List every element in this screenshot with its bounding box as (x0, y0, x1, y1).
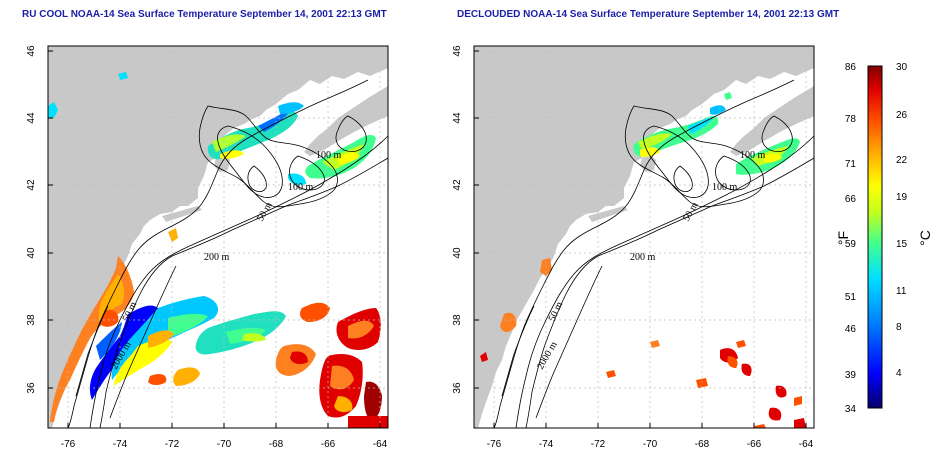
left-x-tick: -68 (269, 439, 284, 450)
colorbar-f-label: 46 (845, 324, 857, 335)
left-contour-label-200m: 200 m (204, 252, 230, 263)
right-y-tick: 42 (452, 179, 463, 191)
right-map-panel: 100 m 100 m 50 m 200 m 50 m 2000 m (473, 45, 815, 429)
right-x-tick: -70 (643, 439, 658, 450)
right-x-axis: -76 -74 -72 -70 -68 -66 -64 (487, 423, 814, 450)
right-x-tick: -76 (487, 439, 502, 450)
left-y-tick: 40 (26, 247, 37, 259)
colorbar-celsius-unit: °C (917, 230, 933, 246)
right-x-tick: -66 (747, 439, 762, 450)
colorbar-f-label: 51 (845, 292, 857, 303)
right-contour-label-100m-b: 100 m (712, 182, 738, 193)
right-y-tick: 40 (452, 247, 463, 259)
colorbar: 86 78 71 66 59 51 46 39 34 30 26 22 19 1… (835, 62, 933, 415)
colorbar-f-label: 34 (845, 404, 857, 415)
colorbar-c-label: 19 (896, 192, 908, 203)
left-y-axis: 46 44 42 40 38 36 (26, 45, 53, 394)
right-panel-title: DECLOUDED NOAA-14 Sea Surface Temperatur… (457, 9, 840, 20)
left-y-tick: 36 (26, 382, 37, 394)
right-y-tick: 36 (452, 382, 463, 394)
left-y-tick: 44 (26, 112, 37, 124)
colorbar-c-label: 4 (896, 368, 902, 379)
left-y-tick: 42 (26, 179, 37, 191)
left-y-tick: 46 (26, 45, 37, 57)
left-x-tick: -72 (165, 439, 180, 450)
left-x-axis: -76 -74 -72 -70 -68 -66 -64 (61, 423, 388, 450)
colorbar-f-label: 59 (845, 239, 857, 250)
left-y-tick: 38 (26, 314, 37, 326)
right-y-tick: 38 (452, 314, 463, 326)
left-contour-label-100m-a: 100 m (316, 150, 342, 161)
right-y-tick: 44 (452, 112, 463, 124)
colorbar-c-label: 8 (896, 322, 902, 333)
right-y-axis: 46 44 42 40 38 36 (452, 45, 479, 394)
colorbar-f-label: 78 (845, 114, 857, 125)
colorbar-c-label: 26 (896, 110, 908, 121)
right-x-tick: -72 (591, 439, 606, 450)
colorbar-f-label: 86 (845, 62, 857, 73)
left-x-tick: -76 (61, 439, 76, 450)
colorbar-gradient (867, 65, 883, 409)
left-x-tick: -74 (113, 439, 128, 450)
left-panel-title: RU COOL NOAA-14 Sea Surface Temperature … (22, 9, 387, 20)
colorbar-fahrenheit-unit: °F (835, 231, 851, 245)
colorbar-c-label: 11 (896, 286, 907, 297)
right-x-tick: -64 (799, 439, 814, 450)
left-x-tick: -70 (217, 439, 232, 450)
right-y-tick: 46 (452, 45, 463, 57)
left-contour-label-100m-b: 100 m (288, 182, 314, 193)
right-contour-label-200m: 200 m (630, 252, 656, 263)
right-contour-label-100m-a: 100 m (740, 150, 766, 161)
left-map-panel: 100 m 100 m 50 m 200 m 50 m 2000 m (47, 45, 389, 429)
colorbar-c-label: 30 (896, 62, 908, 73)
right-x-tick: -74 (539, 439, 554, 450)
colorbar-c-label: 22 (896, 155, 908, 166)
right-x-tick: -68 (695, 439, 710, 450)
colorbar-f-label: 66 (845, 194, 857, 205)
left-x-tick: -64 (373, 439, 388, 450)
colorbar-c-label: 15 (896, 239, 908, 250)
colorbar-f-label: 71 (845, 159, 857, 170)
left-x-tick: -66 (321, 439, 336, 450)
colorbar-f-label: 39 (845, 370, 857, 381)
